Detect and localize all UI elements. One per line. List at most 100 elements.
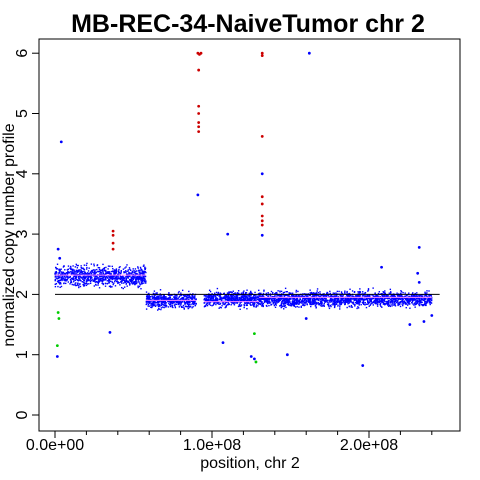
data-point [189,297,192,299]
data-point [87,278,90,281]
data-point [163,303,165,305]
data-point [174,298,177,300]
data-point [160,294,162,297]
data-point [392,299,394,301]
data-point [151,303,154,306]
data-point [335,301,337,304]
x-tick-label: 2.0e+08 [340,437,398,454]
data-point [302,303,304,305]
data-point [237,305,240,308]
data-point [160,307,163,309]
data-point [296,305,298,308]
data-point [186,301,188,304]
data-point [365,306,368,309]
data-point [246,308,248,310]
data-point [235,300,237,302]
data-point [253,297,255,299]
data-point [152,297,154,299]
data-point [97,282,99,285]
data-point [290,304,292,306]
data-point [274,295,276,297]
data-point [380,300,382,302]
data-point [107,272,109,274]
data-point [395,301,398,304]
data-point [255,306,257,308]
data-point [263,298,265,300]
data-point [418,295,421,297]
data-point [253,298,255,300]
data-point [266,297,268,299]
data-point [98,268,101,271]
data-point [263,289,265,291]
data-point [134,283,136,286]
data-point [187,301,189,304]
data-point [429,297,431,300]
data-point [424,300,426,303]
data-point [340,300,342,303]
data-point [402,303,405,305]
data-point [348,301,351,303]
data-point [101,278,104,280]
data-point [263,297,265,300]
data-point [356,295,358,298]
data-point [100,272,103,274]
data-point [254,302,256,304]
data-point [93,285,96,287]
data-point [79,272,81,274]
data-point [235,302,238,304]
data-point [122,287,124,290]
data-point [108,275,110,277]
data-point [382,300,384,303]
data-point [342,294,344,297]
data-point [88,267,90,269]
data-point [273,300,275,302]
data-point [344,298,346,301]
data-point [159,289,162,291]
data-point [255,304,258,306]
data-point [176,301,178,303]
data-point [230,297,233,299]
data-point [337,297,340,300]
data-point [350,301,353,303]
data-point [93,263,95,265]
outlier-point [198,53,201,56]
data-point [418,297,421,300]
data-point [244,292,247,295]
data-point [143,279,145,282]
outlier-point [226,232,230,236]
data-point [288,299,290,301]
data-point [125,280,127,282]
data-point [144,278,146,281]
data-point [376,298,378,300]
data-point [232,297,235,299]
data-point [261,297,263,300]
data-point [109,285,112,287]
data-point [187,304,190,306]
data-point [75,269,77,272]
data-point [323,302,325,305]
data-point [309,297,311,299]
outlier-point [254,360,258,364]
data-point [358,299,360,301]
data-point [228,291,230,293]
data-point [54,273,56,275]
data-point [64,276,66,279]
data-point [266,301,269,304]
data-point [346,291,348,294]
data-point [95,280,98,283]
data-point [338,304,340,306]
data-point [358,303,360,305]
data-point [208,296,211,298]
data-point [354,297,356,299]
data-point [337,305,339,307]
data-point [185,298,188,300]
data-point [155,297,157,300]
data-point [425,304,427,307]
data-point [108,285,111,288]
data-point [393,295,395,298]
data-point [121,277,123,280]
data-point [400,301,402,303]
data-point [82,275,85,278]
data-point [63,279,65,281]
data-point [141,276,143,278]
